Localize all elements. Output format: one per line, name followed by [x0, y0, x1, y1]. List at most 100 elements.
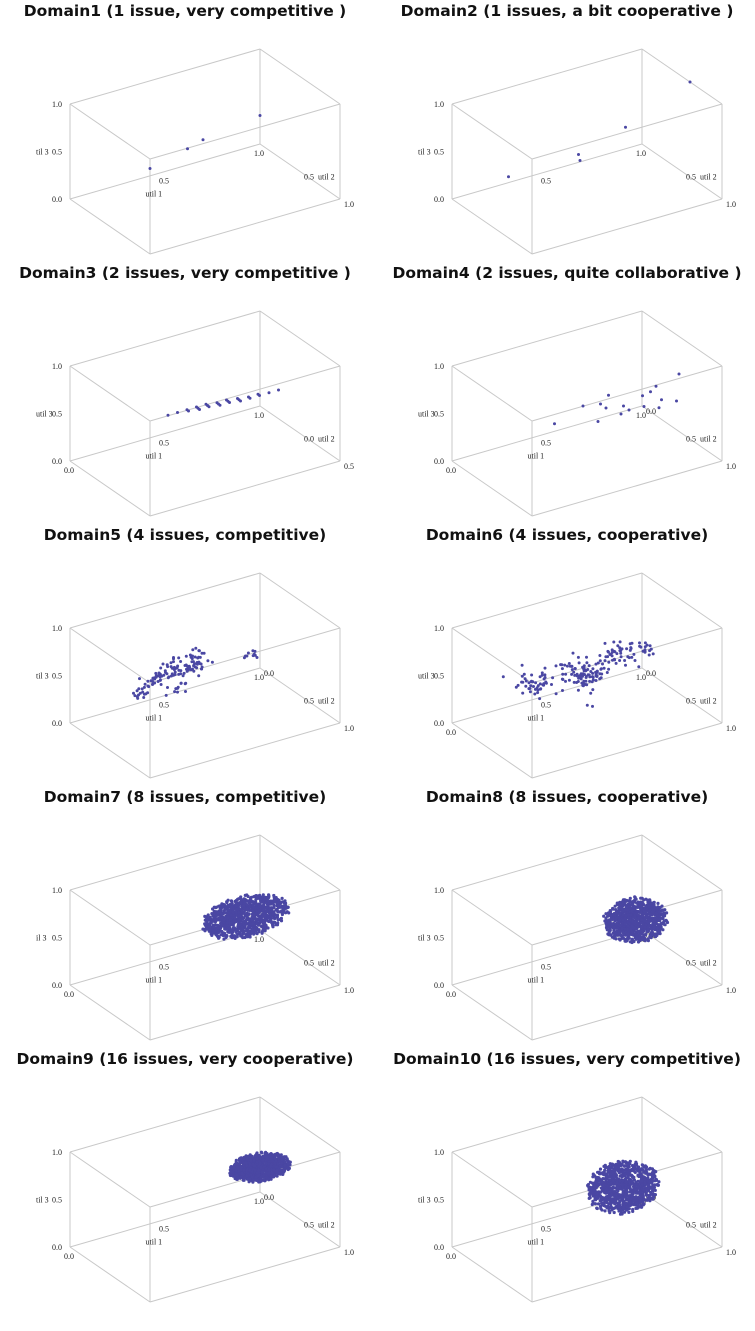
data-point: [646, 1176, 650, 1180]
data-point: [614, 661, 618, 665]
data-point: [264, 1176, 268, 1180]
data-point: [245, 911, 249, 915]
data-point: [627, 936, 631, 940]
data-point: [283, 1163, 287, 1168]
data-point: [240, 1171, 244, 1176]
data-point: [191, 654, 194, 658]
data-point: [271, 912, 275, 916]
data-point: [169, 661, 173, 665]
box-edge: [641, 1191, 723, 1248]
data-point: [617, 1209, 621, 1213]
data-point: [274, 1165, 278, 1169]
data-point: [264, 1171, 268, 1175]
data-point: [267, 1162, 271, 1166]
data-point: [277, 388, 280, 392]
box-edge: [451, 310, 643, 367]
data-point: [192, 669, 196, 673]
data-point: [627, 1196, 631, 1200]
data-point: [255, 1157, 259, 1161]
data-point: [619, 933, 623, 937]
y-tick-label: 0.5: [686, 173, 696, 182]
data-point: [201, 138, 205, 142]
box-edge: [451, 143, 643, 200]
data-point: [575, 681, 579, 684]
data-point: [501, 675, 505, 679]
data-point: [274, 1159, 278, 1163]
y-tick-label: 1.0: [726, 986, 736, 995]
data-point: [622, 1210, 627, 1214]
box-edge: [451, 1096, 643, 1153]
data-point: [236, 923, 240, 927]
data-point: [613, 1199, 617, 1203]
data-point: [603, 1209, 607, 1213]
box-edge: [641, 572, 723, 629]
data-point: [634, 1195, 638, 1199]
data-point: [255, 894, 259, 898]
data-point: [283, 899, 287, 903]
data-point: [623, 1195, 628, 1199]
data-point: [222, 937, 226, 941]
data-point: [524, 679, 528, 683]
data-point: [237, 1169, 241, 1173]
data-point: [258, 919, 263, 923]
data-point: [286, 1162, 290, 1166]
data-point: [270, 1171, 274, 1175]
z-axis-label: util 3: [418, 410, 435, 419]
y-axis-label: util 2: [318, 1221, 335, 1230]
data-point: [288, 1160, 292, 1164]
data-point: [275, 923, 280, 927]
data-point: [264, 1161, 268, 1165]
data-point: [602, 914, 606, 918]
data-point: [620, 1212, 624, 1216]
z-tick-label: 1.0: [434, 1148, 444, 1157]
data-point: [634, 1163, 638, 1167]
data-point: [151, 679, 154, 683]
data-point: [143, 682, 147, 686]
data-point: [629, 646, 633, 650]
data-point: [567, 678, 571, 682]
data-point: [591, 675, 595, 679]
data-point: [623, 1164, 627, 1168]
data-point: [606, 1190, 610, 1195]
chart-title: Domain2 (1 issues, a bit cooperative ): [400, 2, 734, 20]
x-tick-label: 1.0: [636, 149, 646, 158]
data-point: [246, 651, 250, 655]
data-point: [638, 1200, 642, 1204]
data-point: [238, 932, 242, 936]
y-tick-label: 0.5: [304, 959, 314, 968]
z-axis-label: util 3: [36, 410, 53, 419]
box-edge: [531, 198, 723, 255]
x-tick-label: 0.5: [541, 963, 551, 972]
data-point: [242, 656, 246, 660]
data-point: [591, 704, 594, 708]
data-point: [245, 1163, 249, 1168]
data-point: [615, 1168, 619, 1172]
data-point: [172, 660, 175, 664]
z-tick-label: 1.0: [52, 1148, 62, 1157]
data-point: [262, 920, 266, 924]
data-point: [216, 911, 220, 915]
data-point: [527, 681, 531, 685]
data-point: [640, 938, 644, 942]
data-point: [631, 1202, 635, 1206]
data-point: [654, 916, 659, 921]
x-axis-label: util 1: [146, 189, 163, 198]
data-point: [621, 1186, 625, 1190]
data-point: [594, 1176, 598, 1180]
data-point: [507, 175, 510, 179]
z-tick-label: 0.5: [52, 1196, 62, 1205]
data-point: [179, 672, 183, 676]
data-point: [229, 1168, 233, 1172]
data-point: [262, 1175, 266, 1179]
data-point: [600, 672, 604, 676]
box-edge: [69, 143, 261, 200]
data-point: [641, 394, 644, 398]
data-point: [642, 1175, 646, 1179]
data-point: [629, 927, 633, 931]
data-point: [660, 398, 663, 402]
data-point: [222, 931, 227, 935]
data-point: [615, 1180, 619, 1185]
data-point: [618, 938, 622, 942]
data-point: [247, 929, 251, 933]
